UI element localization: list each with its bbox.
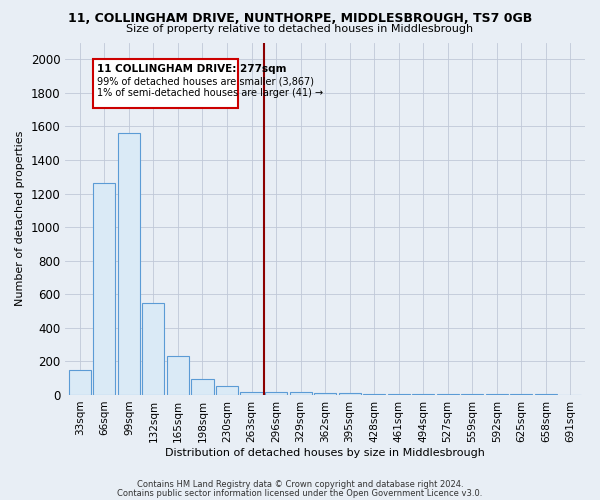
Bar xyxy=(363,394,385,395)
X-axis label: Distribution of detached houses by size in Middlesbrough: Distribution of detached houses by size … xyxy=(165,448,485,458)
Bar xyxy=(485,394,508,395)
Bar xyxy=(290,392,311,395)
Bar xyxy=(265,392,287,395)
Bar xyxy=(167,356,189,395)
Bar xyxy=(461,394,483,395)
Text: Contains HM Land Registry data © Crown copyright and database right 2024.: Contains HM Land Registry data © Crown c… xyxy=(137,480,463,489)
Bar xyxy=(412,394,434,395)
Y-axis label: Number of detached properties: Number of detached properties xyxy=(15,131,25,306)
Bar xyxy=(216,386,238,395)
Bar xyxy=(118,133,140,395)
Text: 11, COLLINGHAM DRIVE, NUNTHORPE, MIDDLESBROUGH, TS7 0GB: 11, COLLINGHAM DRIVE, NUNTHORPE, MIDDLES… xyxy=(68,12,532,26)
Bar xyxy=(241,392,263,395)
Bar xyxy=(191,379,214,395)
Bar xyxy=(510,394,532,395)
Bar xyxy=(314,393,336,395)
Bar xyxy=(142,304,164,395)
Bar xyxy=(69,370,91,395)
Bar xyxy=(338,394,361,395)
Text: 11 COLLINGHAM DRIVE: 277sqm: 11 COLLINGHAM DRIVE: 277sqm xyxy=(97,64,287,74)
Text: 1% of semi-detached houses are larger (41) →: 1% of semi-detached houses are larger (4… xyxy=(97,88,323,98)
Bar xyxy=(535,394,557,395)
Text: Contains public sector information licensed under the Open Government Licence v3: Contains public sector information licen… xyxy=(118,488,482,498)
Bar xyxy=(437,394,459,395)
Text: 99% of detached houses are smaller (3,867): 99% of detached houses are smaller (3,86… xyxy=(97,77,314,87)
Bar xyxy=(94,184,115,395)
Bar xyxy=(388,394,410,395)
FancyBboxPatch shape xyxy=(94,60,238,108)
Text: Size of property relative to detached houses in Middlesbrough: Size of property relative to detached ho… xyxy=(127,24,473,34)
